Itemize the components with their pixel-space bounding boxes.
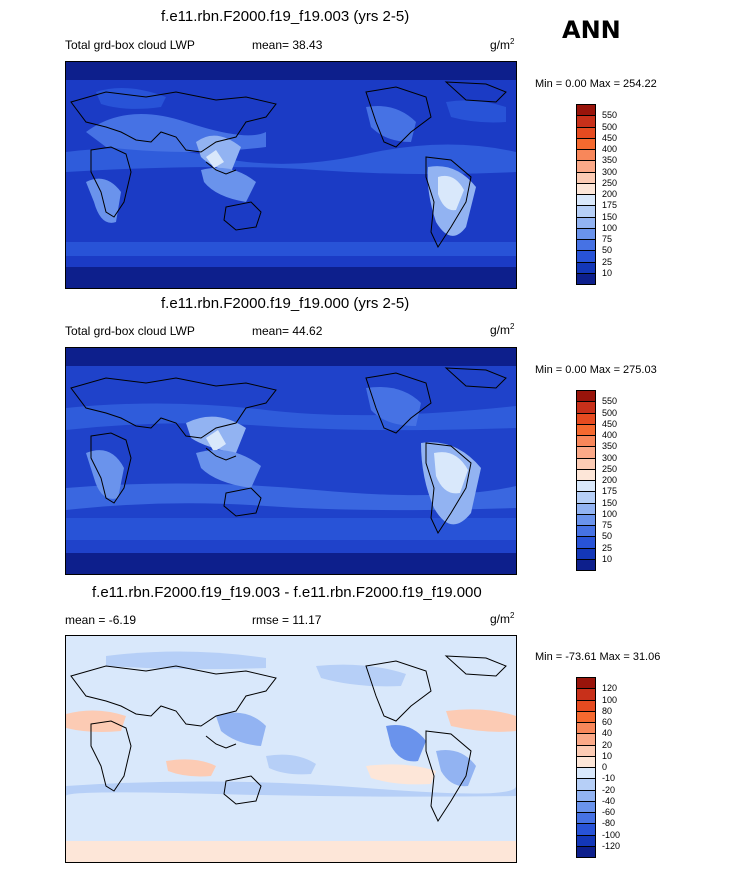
- colorbar-tick-label: 150: [602, 497, 618, 508]
- panel-3-title: f.e11.rbn.F2000.f19_f19.003 - f.e11.rbn.…: [92, 584, 482, 601]
- colorbar-swatch: [576, 558, 596, 571]
- colorbar-tick-label: 20: [602, 739, 613, 750]
- colorbar-tick-label: -40: [602, 795, 616, 806]
- panel-3-rmse: rmse = 11.17: [252, 613, 322, 627]
- colorbar-tick-label: 50: [602, 245, 613, 256]
- panel-1-minmax: Min = 0.00 Max = 254.22: [535, 78, 657, 90]
- colorbar-tick-label: 200: [602, 475, 618, 485]
- colorbar-tick-label: 10: [602, 553, 613, 564]
- colorbar-tick-label: 150: [602, 211, 618, 222]
- panel-3-mean: mean = -6.19: [65, 613, 137, 627]
- colorbar-tick-label: 75: [602, 234, 613, 244]
- panel-3-map-svg: [66, 636, 516, 862]
- colorbar-tick-label: -10: [602, 773, 616, 784]
- colorbar-tick-label: 250: [602, 463, 618, 474]
- colorbar-tick-label: 25: [602, 256, 613, 267]
- panel-3-minmax: Min = -73.61 Max = 31.06: [535, 651, 661, 663]
- colorbar-tick-label: 100: [602, 508, 618, 519]
- colorbar-tick-label: 50: [602, 531, 613, 542]
- colorbar-tick-label: 10: [602, 267, 613, 278]
- colorbar-swatch: [576, 845, 596, 858]
- colorbar-tick-label: -80: [602, 818, 616, 829]
- panel-1-mean: mean= 38.43: [252, 38, 323, 52]
- panel-2-map: [65, 347, 517, 575]
- panel-2-map-svg: [66, 348, 516, 574]
- colorbar-tick-label: 300: [602, 452, 618, 463]
- colorbar-tick-label: 80: [602, 705, 613, 716]
- colorbar-tick-label: 40: [602, 728, 613, 739]
- colorbar-tick-label: 60: [602, 717, 613, 727]
- colorbar-tick-label: 350: [602, 155, 618, 166]
- colorbar-tick-label: -100: [602, 829, 621, 840]
- panel-2-colorbar: 550 500 450 400 350 300 250 200 175 150 100 75 50 25 1…: [576, 390, 656, 571]
- colorbar-tick-label: 350: [602, 441, 618, 452]
- colorbar-tick-label: 120: [602, 683, 618, 694]
- colorbar-tick-label: -60: [602, 807, 616, 817]
- colorbar-tick-label: 100: [602, 694, 618, 705]
- colorbar-tick-label: 75: [602, 520, 613, 530]
- colorbar-tick-label: 100: [602, 222, 618, 233]
- colorbar-tick-label: 250: [602, 177, 618, 188]
- panel-3-colorbar: 120 100 80 60 40 20 10 0 -10 -20 -40 -60 -80 -100 -120: [576, 677, 656, 858]
- colorbar-tick-label: 550: [602, 110, 618, 121]
- colorbar-tick-label: 400: [602, 430, 618, 440]
- panel-2-title: f.e11.rbn.F2000.f19_f19.000 (yrs 2-5): [161, 295, 410, 312]
- colorbar-tick-label: 175: [602, 200, 618, 211]
- colorbar-tick-label: 200: [602, 189, 618, 199]
- colorbar-tick-label: 10: [602, 750, 613, 761]
- panel-2-minmax: Min = 0.00 Max = 275.03: [535, 364, 657, 376]
- colorbar-tick-label: 450: [602, 132, 618, 143]
- colorbar-tick-label: -20: [602, 784, 616, 795]
- panel-2-mean: mean= 44.62: [252, 324, 323, 338]
- season-label: ANN: [562, 16, 621, 44]
- colorbar-tick-label: 300: [602, 166, 618, 177]
- panel-3-map: [65, 635, 517, 863]
- colorbar-swatch: [576, 272, 596, 285]
- colorbar-tick-label: 500: [602, 121, 618, 132]
- colorbar-tick-label: 550: [602, 396, 618, 407]
- panel-1-colorbar: 550 500 450 400 350 300 250 200 175 150 100 75 50 25 1…: [576, 104, 656, 285]
- panel-1-variable-label: Total grd-box cloud LWP: [65, 38, 195, 52]
- colorbar-tick-label: 450: [602, 418, 618, 429]
- colorbar-tick-label: 400: [602, 144, 618, 154]
- panel-1-map: [65, 61, 517, 289]
- panel-2-variable-label: Total grd-box cloud LWP: [65, 324, 195, 338]
- panel-1-map-svg: [66, 62, 516, 288]
- panel-1-units: g/m2: [490, 37, 515, 52]
- colorbar-tick-label: 25: [602, 542, 613, 553]
- panel-3-units: g/m2: [490, 611, 515, 626]
- colorbar-tick-label: 175: [602, 486, 618, 497]
- panel-1-title: f.e11.rbn.F2000.f19_f19.003 (yrs 2-5): [161, 8, 410, 25]
- colorbar-tick-label: 0: [602, 762, 608, 772]
- panel-2-units: g/m2: [490, 322, 515, 337]
- colorbar-tick-label: -120: [602, 840, 621, 851]
- colorbar-tick-label: 500: [602, 407, 618, 418]
